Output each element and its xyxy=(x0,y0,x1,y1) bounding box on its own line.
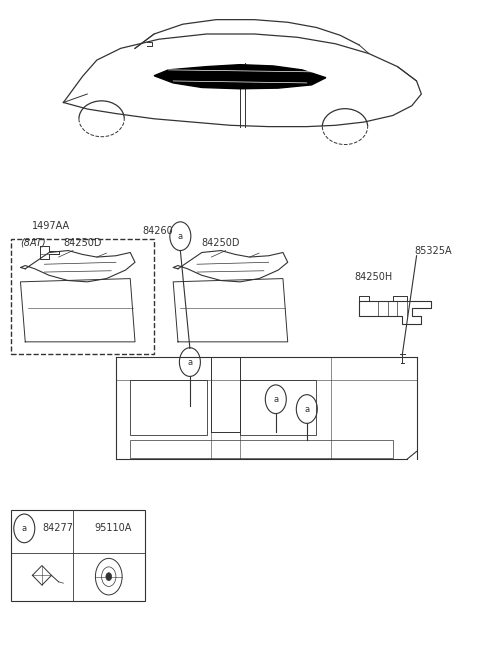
Text: a: a xyxy=(273,395,278,403)
Text: 95110A: 95110A xyxy=(95,523,132,533)
Text: a: a xyxy=(178,232,183,240)
Text: a: a xyxy=(304,405,310,413)
Text: 84260: 84260 xyxy=(142,226,173,236)
Bar xyxy=(240,380,316,435)
Text: 1497AA: 1497AA xyxy=(33,221,71,231)
Text: 85325A: 85325A xyxy=(414,246,452,255)
Text: 84250D: 84250D xyxy=(63,238,102,248)
Text: 84250D: 84250D xyxy=(202,238,240,248)
Circle shape xyxy=(106,572,112,580)
Bar xyxy=(130,440,393,458)
Polygon shape xyxy=(154,65,326,89)
Text: a: a xyxy=(187,358,192,367)
Text: (8AT): (8AT) xyxy=(21,238,46,248)
Text: a: a xyxy=(22,524,27,533)
Bar xyxy=(130,380,206,435)
Text: 84277: 84277 xyxy=(42,523,73,533)
Bar xyxy=(11,510,144,601)
Text: 84250H: 84250H xyxy=(355,272,393,282)
